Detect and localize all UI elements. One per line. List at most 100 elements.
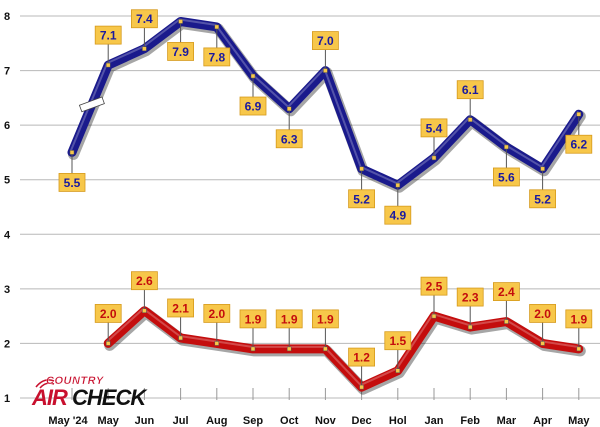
x-tick-label: Jun xyxy=(135,415,155,427)
data-label-box xyxy=(311,309,339,329)
data-label: 7.0 xyxy=(317,34,334,48)
data-label-box xyxy=(456,80,484,100)
data-label: 6.1 xyxy=(462,83,479,97)
data-label: 5.5 xyxy=(64,176,81,190)
data-point-marker xyxy=(323,346,328,352)
x-tick-label: Sep xyxy=(243,415,263,427)
data-label-box xyxy=(348,189,376,209)
data-point-marker xyxy=(286,106,292,112)
data-label-box xyxy=(58,173,86,192)
data-label-box xyxy=(384,205,412,225)
data-label: 4.9 xyxy=(389,209,406,223)
y-tick-label: 2 xyxy=(4,338,10,350)
data-label-box xyxy=(239,309,267,329)
x-tick-label: Mar xyxy=(497,415,517,427)
data-point-marker xyxy=(395,182,401,188)
data-point-marker xyxy=(178,335,183,341)
data-label-box xyxy=(275,309,303,329)
data-point-marker xyxy=(214,341,220,346)
data-label-box xyxy=(529,304,556,323)
data-label-box xyxy=(239,96,267,116)
data-point-marker xyxy=(576,346,582,352)
data-label-box xyxy=(529,189,556,209)
data-point-marker xyxy=(286,346,292,352)
data-label: 5.4 xyxy=(426,121,443,135)
data-label-box xyxy=(420,118,448,138)
data-point-marker xyxy=(504,144,509,150)
logo-air: AIR xyxy=(32,385,68,410)
data-label: 1.9 xyxy=(317,312,334,326)
data-point-marker xyxy=(395,368,401,373)
data-label: 2.6 xyxy=(136,274,153,288)
data-label-box xyxy=(130,9,158,29)
data-label: 7.8 xyxy=(208,50,225,64)
data-point-marker xyxy=(142,308,147,313)
data-point-marker xyxy=(69,150,75,155)
y-tick-label: 4 xyxy=(4,229,11,241)
data-label: 6.2 xyxy=(570,138,587,152)
x-axis: May '24 May Jun Jul Aug Sep Oct Nov Dec Hol Jan Feb… xyxy=(48,388,590,427)
data-label: 2.0 xyxy=(534,307,551,321)
data-point-marker xyxy=(178,19,183,24)
data-point-marker xyxy=(467,117,473,122)
x-tick-label: Dec xyxy=(352,415,372,427)
data-label-box xyxy=(420,276,448,296)
data-point-marker xyxy=(431,313,437,319)
data-label: 2.1 xyxy=(172,301,189,315)
data-point-marker xyxy=(504,319,509,324)
data-label: 5.2 xyxy=(353,192,370,206)
x-tick-label: May '24 xyxy=(48,415,88,427)
data-label: 7.1 xyxy=(100,29,117,43)
data-label-box xyxy=(492,282,520,302)
data-point-marker xyxy=(467,324,473,330)
logo-country: COUNTRY xyxy=(46,375,104,387)
data-label: 6.3 xyxy=(281,132,298,146)
y-tick-label: 8 xyxy=(4,11,10,23)
x-tick-label: Feb xyxy=(460,415,480,427)
data-label-box xyxy=(348,347,376,367)
x-tick-label: Oct xyxy=(280,415,299,427)
x-tick-label: May xyxy=(568,415,590,427)
data-label: 7.4 xyxy=(136,12,153,26)
data-point-marker xyxy=(142,46,147,51)
x-tick-label: Apr xyxy=(533,415,553,427)
data-label-box xyxy=(203,304,231,323)
data-label: 5.6 xyxy=(498,170,515,184)
data-label: 1.5 xyxy=(389,334,406,348)
data-label: 1.9 xyxy=(245,312,262,326)
data-point-marker xyxy=(105,341,111,346)
data-point-marker xyxy=(359,384,364,390)
data-point-marker xyxy=(250,346,256,352)
data-label: 1.2 xyxy=(353,351,370,365)
x-tick-label: Jan xyxy=(425,415,444,427)
y-tick-label: 6 xyxy=(4,120,10,132)
data-point-marker xyxy=(540,166,545,172)
data-label: 7.9 xyxy=(172,45,189,59)
x-tick-label: May xyxy=(97,415,119,427)
y-tick-label: 1 xyxy=(4,393,10,405)
data-label-box xyxy=(384,331,412,351)
axis-break-box xyxy=(78,96,105,113)
data-point-marker xyxy=(359,166,364,172)
data-label: 1.9 xyxy=(570,312,587,326)
x-tick-label: Nov xyxy=(315,415,337,427)
data-label-box xyxy=(275,129,303,149)
data-label-box xyxy=(565,134,593,154)
data-point-marker xyxy=(105,62,111,68)
y-tick-label: 7 xyxy=(4,66,10,78)
data-label-box xyxy=(492,167,520,187)
x-tick-label: Hol xyxy=(389,415,407,427)
axis-break-marker xyxy=(78,96,105,113)
data-label-box xyxy=(456,287,484,307)
country-aircheck-logo: COUNTRY AIR CHECK xyxy=(28,375,146,415)
data-point-marker xyxy=(250,73,256,79)
x-tick-label: Jul xyxy=(173,415,189,427)
data-label-box xyxy=(130,271,158,291)
data-label: 1.9 xyxy=(281,312,298,326)
series-line-highlight xyxy=(106,307,579,387)
data-point-marker xyxy=(540,341,545,346)
data-label-box xyxy=(94,304,122,323)
data-labels: 5.5 7.1 7.4 7.9 7.8 6.9 6.3 7.0 5.2 4.9 5.4 6.1 5.6 5… xyxy=(58,9,593,390)
logo-check: CHECK xyxy=(72,385,146,410)
